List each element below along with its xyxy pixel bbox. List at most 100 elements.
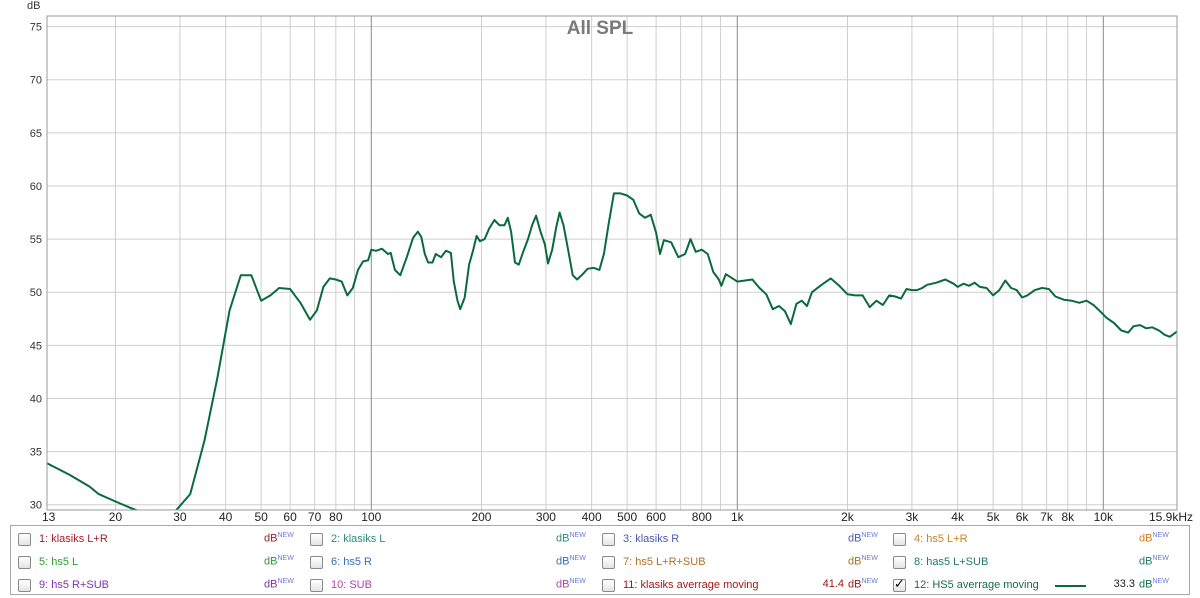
legend-checkbox[interactable]	[602, 578, 615, 592]
x-tick-label: 5k	[987, 510, 1001, 524]
legend-value: 41.4	[822, 578, 844, 590]
legend-label: 2: klasiks L	[331, 533, 386, 545]
legend-item[interactable]: 9: hs5 R+SUB	[18, 575, 109, 595]
x-tick-label: 500	[617, 510, 637, 524]
legend-unit-text: dB	[848, 532, 862, 545]
legend-unit-text: dB	[556, 578, 570, 591]
y-tick-label: 50	[30, 287, 42, 299]
legend-unit-sup: NEW	[569, 532, 586, 539]
legend-label: 12: HS5 averrage moving	[914, 579, 1039, 591]
legend-unit: dBNEW	[1139, 578, 1169, 591]
spl-chart[interactable]: 30 35 40 45 50 55 60 65 70 75 13 20 30 40 50 60 70 80 100…	[0, 0, 1200, 525]
legend-label: 5: hs5 L	[39, 556, 79, 568]
y-tick-label: 40	[30, 393, 42, 405]
legend-checkbox[interactable]	[310, 555, 323, 569]
x-tick-label: 1k	[731, 510, 745, 524]
x-tick-label: 600	[646, 510, 666, 524]
legend-checkbox[interactable]	[893, 555, 906, 569]
legend-label: 8: has5 L+SUB	[914, 556, 989, 568]
legend-unit-text: dB	[556, 532, 570, 545]
x-tick-label: 2k	[841, 510, 855, 524]
legend-unit: dBNEW	[264, 555, 294, 568]
legend-unit: dBNEW	[264, 578, 294, 591]
y-tick-label: 30	[30, 500, 42, 512]
x-tick-label: 3k	[906, 510, 920, 524]
plot-frame	[46, 15, 1178, 511]
x-tick-label: 60	[283, 510, 297, 524]
legend-unit-text: dB	[1139, 555, 1153, 568]
legend-unit: dBNEW	[556, 532, 586, 545]
y-tick-label: 75	[30, 22, 42, 34]
legend-unit: dBNEW	[1139, 532, 1169, 545]
legend-label: 3: klasiks R	[623, 533, 680, 545]
legend-item[interactable]: 4: hs5 L+R	[893, 529, 968, 549]
legend-checkbox[interactable]	[893, 577, 906, 592]
legend-unit-sup: NEW	[861, 532, 878, 539]
x-tick-label: 40	[219, 510, 233, 524]
legend-unit-text: dB	[264, 578, 278, 591]
x-tick-label: 8k	[1061, 510, 1075, 524]
x-tick-label: 4k	[951, 510, 965, 524]
legend-item[interactable]: 6: hs5 R	[310, 552, 372, 572]
legend-unit-sup: NEW	[277, 578, 294, 585]
legend-unit-sup: NEW	[1152, 578, 1169, 585]
legend-unit-sup: NEW	[277, 532, 294, 539]
legend-unit-sup: NEW	[861, 578, 878, 585]
legend-item[interactable]: 3: klasiks R	[602, 529, 679, 549]
y-tick-label: 70	[30, 75, 42, 87]
legend-checkbox[interactable]	[18, 578, 31, 592]
legend-unit-text: dB	[264, 555, 278, 568]
legend-unit-sup: NEW	[1152, 532, 1169, 539]
legend-unit-text: dB	[1139, 578, 1153, 591]
legend-value: 33.3	[1113, 578, 1135, 590]
y-axis-ticks: 30 35 40 45 50 55 60 65 70 75	[30, 22, 42, 512]
legend-unit-text: dB	[264, 532, 278, 545]
chart-grid	[47, 16, 1177, 510]
legend-item[interactable]: 2: klasiks L	[310, 529, 385, 549]
x-tick-label: 80	[329, 510, 343, 524]
legend-line-swatch	[1055, 585, 1086, 587]
legend-label: 1: klasiks L+R	[39, 533, 108, 545]
legend-unit-text: dB	[848, 578, 862, 591]
legend-unit-sup: NEW	[1152, 555, 1169, 562]
chart-title: All SPL	[567, 18, 634, 39]
x-tick-label: 30	[173, 510, 187, 524]
legend-unit-sup: NEW	[569, 555, 586, 562]
legend-item[interactable]: 10: SUB	[310, 575, 372, 595]
legend-unit-sup: NEW	[277, 555, 294, 562]
legend-item[interactable]: 11: klasiks averrage moving	[602, 575, 759, 595]
legend-item[interactable]: 12: HS5 averrage moving	[893, 575, 1039, 595]
legend-unit-text: dB	[848, 555, 862, 568]
legend-checkbox[interactable]	[18, 555, 31, 569]
legend-checkbox[interactable]	[310, 578, 323, 592]
legend-unit: dBNEW	[848, 532, 878, 545]
x-axis-ticks: 13 20 30 40 50 60 70 80 100 200 300 400 500 600 800 1k 2…	[42, 510, 1193, 524]
legend-item[interactable]: 5: hs5 L	[18, 552, 78, 572]
x-tick-label: 20	[109, 510, 123, 524]
legend-checkbox[interactable]	[602, 532, 615, 546]
legend-unit-sup: NEW	[569, 578, 586, 585]
legend-item[interactable]: 1: klasiks L+R	[18, 529, 108, 549]
legend-unit-sup: NEW	[861, 555, 878, 562]
legend-checkbox[interactable]	[18, 532, 31, 546]
x-tick-label: 15.9kHz	[1149, 510, 1193, 524]
x-tick-label: 400	[582, 510, 602, 524]
x-tick-label: 13	[42, 510, 56, 524]
legend-item[interactable]: 8: has5 L+SUB	[893, 552, 988, 572]
legend-label: 9: hs5 R+SUB	[39, 579, 110, 591]
legend-unit: dBNEW	[556, 578, 586, 591]
legend-label: 6: hs5 R	[331, 556, 372, 568]
legend-label: 11: klasiks averrage moving	[623, 579, 759, 591]
legend-label: 4: hs5 L+R	[914, 533, 968, 545]
y-tick-label: 35	[30, 447, 42, 459]
x-tick-label: 100	[361, 510, 381, 524]
y-tick-label: 45	[30, 340, 42, 352]
legend-item[interactable]: 7: hs5 L+R+SUB	[602, 552, 706, 572]
legend-checkbox[interactable]	[310, 532, 323, 546]
x-tick-label: 10k	[1094, 510, 1114, 524]
x-tick-label: 300	[536, 510, 556, 524]
legend-checkbox[interactable]	[602, 555, 615, 569]
series-line-hs5-averrage-moving	[47, 192, 1177, 510]
legend-checkbox[interactable]	[893, 532, 906, 546]
